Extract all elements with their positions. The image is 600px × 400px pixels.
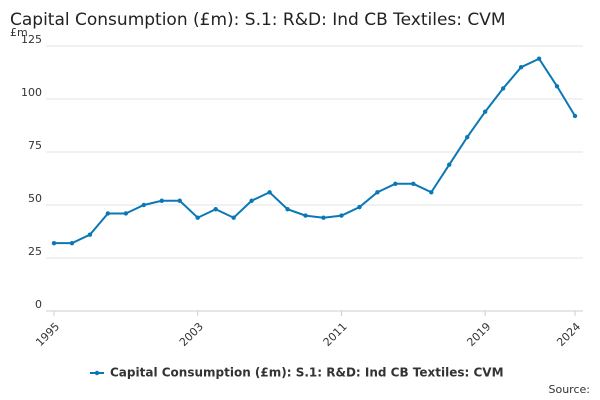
data-point: [105, 211, 111, 216]
x-tick-label: 2024: [554, 320, 583, 349]
data-point: [87, 232, 93, 237]
data-point: [231, 215, 236, 220]
data-point: [213, 207, 218, 212]
data-point: [572, 113, 578, 119]
x-tick-label: 2019: [464, 320, 493, 349]
data-point: [321, 215, 326, 220]
data-point: [447, 162, 452, 167]
data-point: [518, 65, 524, 70]
data-point: [267, 190, 272, 195]
data-point: [285, 207, 290, 212]
legend-label: Capital Consumption (£m): S.1: R&D: Ind …: [110, 366, 504, 380]
y-unit: £m: [10, 26, 28, 39]
data-point: [249, 198, 254, 203]
y-tick-label: 125: [21, 33, 42, 46]
chart-title: Capital Consumption (£m): S.1: R&D: Ind …: [10, 10, 506, 30]
data-point: [123, 211, 129, 216]
y-tick-label: 25: [28, 245, 42, 258]
source: Source:: [549, 383, 591, 396]
data-point: [536, 56, 542, 61]
y-tick-label: 0: [35, 298, 42, 311]
y-tick-label: 50: [28, 192, 42, 205]
data-point: [393, 181, 398, 186]
data-point: [51, 240, 57, 246]
data-point: [375, 190, 380, 195]
data-point: [141, 202, 147, 208]
y-tick-label: 75: [28, 139, 42, 152]
data-point: [357, 204, 362, 210]
x-tick-label: 2003: [177, 320, 206, 349]
data-point: [339, 213, 344, 218]
data-point: [429, 190, 434, 195]
data-point: [554, 84, 560, 89]
data-point: [177, 198, 182, 203]
legend-swatch-dot: [94, 370, 100, 376]
x-tick-label: 2011: [321, 320, 350, 349]
data-point: [465, 134, 470, 140]
data-point: [482, 109, 488, 114]
x-tick-label: 1995: [33, 320, 62, 349]
data-point: [411, 181, 416, 186]
y-tick-label: 100: [21, 86, 42, 99]
data-point: [303, 213, 308, 218]
data-point: [500, 86, 506, 91]
series-line: [54, 57, 576, 245]
data-point: [69, 240, 75, 246]
data-point: [159, 198, 164, 203]
data-point: [195, 215, 200, 220]
